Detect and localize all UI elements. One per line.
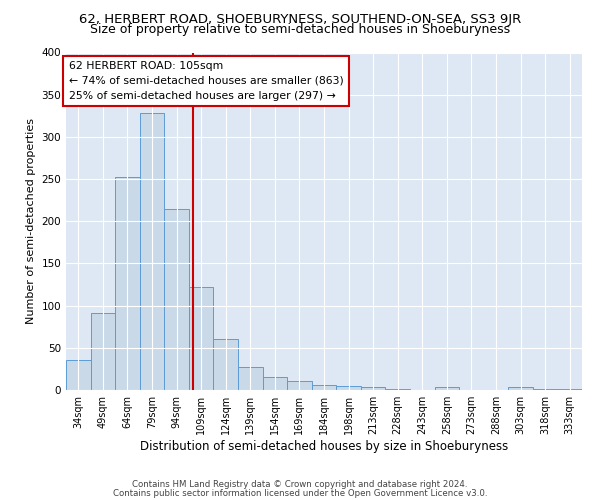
Bar	[115, 178, 140, 390]
Bar	[557, 389, 582, 390]
Bar	[312, 385, 336, 390]
Bar	[263, 378, 287, 390]
Bar	[385, 389, 410, 390]
Text: Size of property relative to semi-detached houses in Shoeburyness: Size of property relative to semi-detach…	[90, 22, 510, 36]
Text: 62, HERBERT ROAD, SHOEBURYNESS, SOUTHEND-ON-SEA, SS3 9JR: 62, HERBERT ROAD, SHOEBURYNESS, SOUTHEND…	[79, 12, 521, 26]
Bar	[533, 389, 557, 390]
Y-axis label: Number of semi-detached properties: Number of semi-detached properties	[26, 118, 36, 324]
X-axis label: Distribution of semi-detached houses by size in Shoeburyness: Distribution of semi-detached houses by …	[140, 440, 508, 453]
Bar	[238, 367, 263, 390]
Bar	[189, 287, 214, 390]
Bar	[434, 388, 459, 390]
Text: 62 HERBERT ROAD: 105sqm
← 74% of semi-detached houses are smaller (863)
25% of s: 62 HERBERT ROAD: 105sqm ← 74% of semi-de…	[68, 61, 343, 100]
Bar	[66, 360, 91, 390]
Bar	[361, 386, 385, 390]
Bar	[508, 386, 533, 390]
Bar	[91, 313, 115, 390]
Bar	[140, 114, 164, 390]
Text: Contains public sector information licensed under the Open Government Licence v3: Contains public sector information licen…	[113, 488, 487, 498]
Bar	[164, 208, 189, 390]
Bar	[287, 380, 312, 390]
Bar	[336, 386, 361, 390]
Text: Contains HM Land Registry data © Crown copyright and database right 2024.: Contains HM Land Registry data © Crown c…	[132, 480, 468, 489]
Bar	[214, 338, 238, 390]
